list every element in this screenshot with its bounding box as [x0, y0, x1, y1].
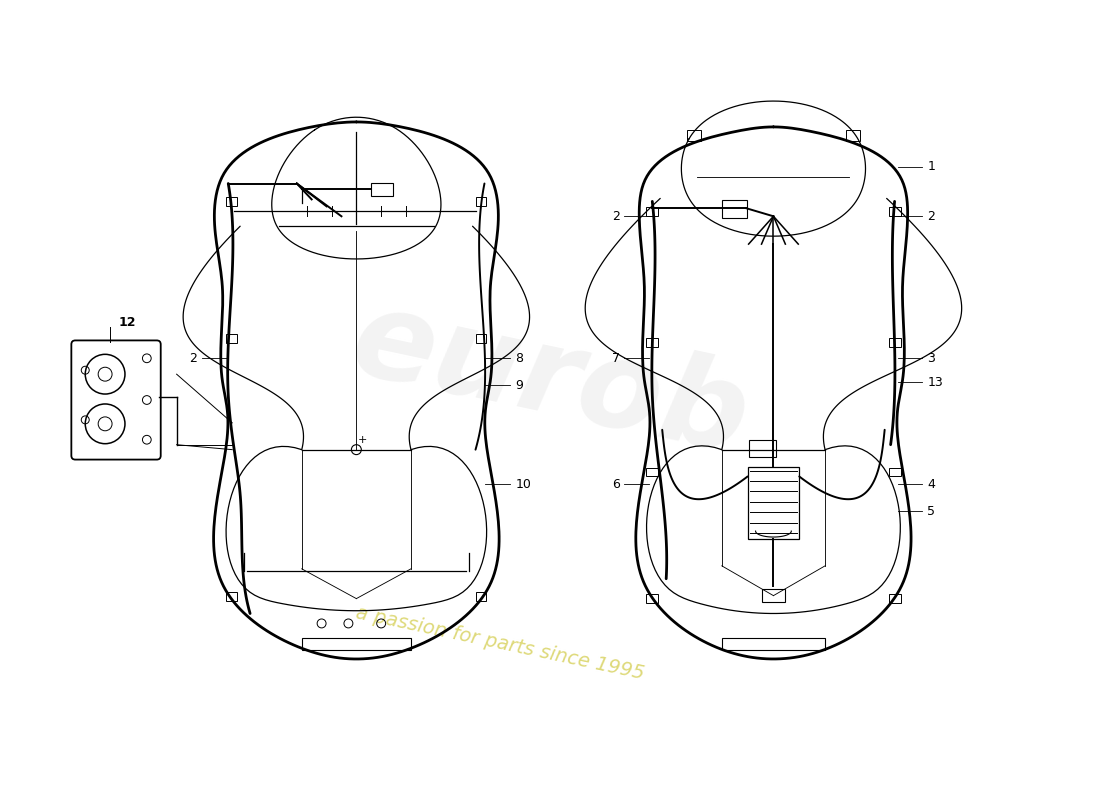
Bar — [889, 338, 901, 347]
Text: 5: 5 — [927, 505, 935, 518]
Bar — [647, 467, 658, 477]
Bar — [889, 594, 901, 602]
Bar — [475, 198, 486, 206]
Bar — [722, 200, 747, 218]
Text: 6: 6 — [612, 478, 619, 491]
Bar — [475, 592, 486, 601]
Bar — [371, 182, 393, 197]
Bar — [722, 638, 825, 650]
Text: 12: 12 — [118, 316, 135, 329]
Text: 2: 2 — [189, 352, 198, 365]
Text: 2: 2 — [612, 210, 619, 222]
Bar — [647, 338, 658, 347]
Bar — [227, 334, 238, 343]
Bar — [475, 334, 486, 343]
Bar — [227, 592, 238, 601]
Text: 1: 1 — [927, 160, 935, 173]
Bar — [647, 207, 658, 216]
Bar — [846, 130, 860, 141]
Text: eurob: eurob — [341, 281, 759, 479]
Text: 10: 10 — [515, 478, 531, 491]
Bar — [688, 130, 701, 141]
Bar — [748, 466, 800, 539]
Text: a passion for parts since 1995: a passion for parts since 1995 — [354, 603, 647, 683]
Text: 8: 8 — [515, 352, 524, 365]
Text: 3: 3 — [927, 352, 935, 365]
Bar — [301, 638, 411, 650]
Text: 9: 9 — [515, 378, 524, 392]
Bar — [761, 589, 785, 602]
Bar — [889, 467, 901, 477]
Text: +: + — [358, 434, 367, 445]
Bar — [227, 198, 238, 206]
Bar — [889, 207, 901, 216]
Bar — [647, 594, 658, 602]
Text: 2: 2 — [927, 210, 935, 222]
Text: 7: 7 — [612, 352, 619, 365]
Text: 13: 13 — [927, 376, 943, 389]
Text: 4: 4 — [927, 478, 935, 491]
Bar — [749, 440, 777, 457]
